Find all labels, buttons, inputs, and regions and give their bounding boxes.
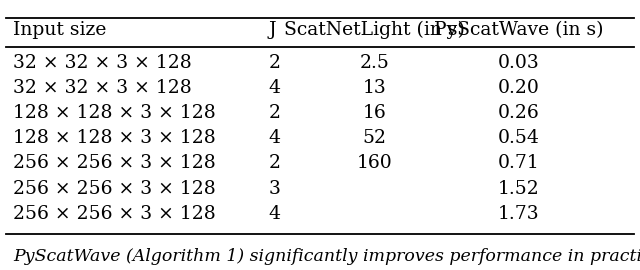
Text: 0.26: 0.26 <box>497 104 540 122</box>
Text: ScatNetLight (in s): ScatNetLight (in s) <box>284 21 465 39</box>
Text: 32 × 32 × 3 × 128: 32 × 32 × 3 × 128 <box>13 79 191 97</box>
Text: 128 × 128 × 3 × 128: 128 × 128 × 3 × 128 <box>13 104 216 122</box>
Text: 256 × 256 × 3 × 128: 256 × 256 × 3 × 128 <box>13 205 216 223</box>
Text: 2: 2 <box>269 104 281 122</box>
Text: 128 × 128 × 3 × 128: 128 × 128 × 3 × 128 <box>13 129 216 147</box>
Text: 4: 4 <box>269 129 281 147</box>
Text: 1.52: 1.52 <box>497 180 540 198</box>
Text: 13: 13 <box>362 79 387 97</box>
Text: 1.73: 1.73 <box>497 205 540 223</box>
Text: 4: 4 <box>269 205 281 223</box>
Text: 0.71: 0.71 <box>497 154 540 173</box>
Text: 4: 4 <box>269 79 281 97</box>
Text: 2.5: 2.5 <box>360 54 389 72</box>
Text: 256 × 256 × 3 × 128: 256 × 256 × 3 × 128 <box>13 154 216 173</box>
Text: 0.20: 0.20 <box>497 79 540 97</box>
Text: 16: 16 <box>362 104 387 122</box>
Text: 52: 52 <box>362 129 387 147</box>
Text: 2: 2 <box>269 154 281 173</box>
Text: PyScatWave (Algorithm 1) significantly improves performance in practice.: PyScatWave (Algorithm 1) significantly i… <box>13 248 640 265</box>
Text: J: J <box>269 21 276 39</box>
Text: 3: 3 <box>269 180 281 198</box>
Text: 32 × 32 × 3 × 128: 32 × 32 × 3 × 128 <box>13 54 191 72</box>
Text: Input size: Input size <box>13 21 106 39</box>
Text: 2: 2 <box>269 54 281 72</box>
Text: 256 × 256 × 3 × 128: 256 × 256 × 3 × 128 <box>13 180 216 198</box>
Text: 160: 160 <box>356 154 392 173</box>
Text: 0.54: 0.54 <box>497 129 540 147</box>
Text: 0.03: 0.03 <box>497 54 540 72</box>
Text: PyScatWave (in s): PyScatWave (in s) <box>434 21 603 39</box>
